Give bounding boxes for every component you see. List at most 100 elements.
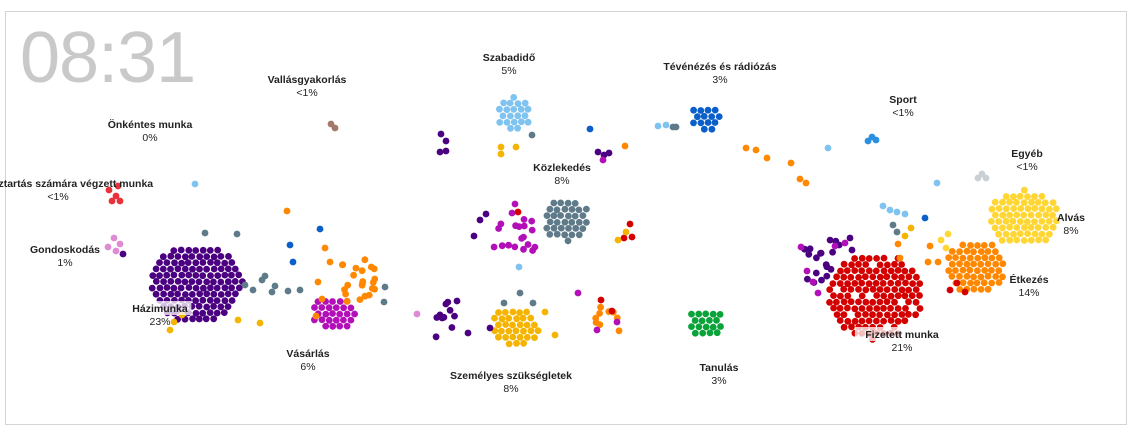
- etkezes-dot: [988, 241, 996, 249]
- hazimunka-dot: [171, 259, 178, 267]
- etkezes-dot: [945, 267, 953, 274]
- fizetett-dot: [851, 267, 859, 274]
- hazimunka-dot: [594, 148, 602, 156]
- szemelyes-dot: [519, 314, 527, 322]
- alvas-dot: [1034, 224, 1042, 231]
- fizetett-dot: [858, 254, 866, 262]
- fizetett-dot: [848, 261, 855, 269]
- hazimunka-dot: [228, 259, 236, 266]
- fizetett-dot: [844, 280, 851, 288]
- hazimunka-dot: [217, 303, 225, 311]
- activity-name: Étkezés: [1009, 273, 1048, 286]
- szemelyes-dot: [516, 309, 523, 316]
- teve-dot: [697, 119, 705, 127]
- alvas-dot: [1024, 205, 1032, 213]
- vasarlas-dot: [613, 318, 621, 326]
- hazimunka-dot: [178, 271, 186, 279]
- etkezes-dot: [356, 296, 364, 303]
- kozlekedes-dot: [889, 221, 897, 229]
- etkezes-dot: [966, 254, 974, 262]
- fizetett-dot: [628, 233, 636, 241]
- activity-percent: 3%: [712, 74, 727, 86]
- hazimunka-dot: [206, 296, 214, 304]
- fizetett-dot: [833, 273, 840, 281]
- fizetett-dot: [833, 311, 841, 318]
- szemelyes-dot: [502, 321, 509, 328]
- kozlekedes-dot: [500, 299, 508, 307]
- etkezes-dot: [948, 273, 956, 280]
- vasarlas-dot: [528, 217, 536, 225]
- teve-dot: [694, 113, 701, 121]
- hazimunka-dot: [196, 290, 204, 298]
- hazimunka-dot: [210, 315, 218, 323]
- alvas-dot: [1053, 217, 1060, 225]
- fizetett-dot: [514, 208, 522, 216]
- fizetett-dot: [873, 292, 881, 299]
- alvas-dot: [1013, 224, 1021, 231]
- fizetett-dot: [873, 305, 881, 312]
- etkezes-dot: [959, 254, 967, 262]
- alvas-dot: [1038, 192, 1046, 200]
- hazimunka-dot: [156, 259, 163, 266]
- tanulas-dot: [688, 310, 695, 318]
- alvas-dot: [1031, 230, 1039, 238]
- kozlekedes-dot: [564, 199, 572, 207]
- szabadido-dot: [521, 112, 529, 120]
- alvas-dot: [1038, 218, 1046, 225]
- hazimunka-dot: [181, 253, 189, 261]
- hazimunka-dot: [195, 315, 203, 323]
- kozlekedes-dot: [672, 123, 680, 131]
- fizetett-dot: [847, 273, 855, 281]
- alvas-dot: [942, 244, 950, 252]
- etkezes-dot: [956, 273, 963, 280]
- fizetett-dot: [953, 279, 961, 287]
- fizetett-dot: [902, 279, 909, 287]
- hazimunka-dot: [846, 234, 854, 242]
- clock-display: 08:31: [20, 18, 196, 98]
- hazimunka-dot: [817, 249, 825, 257]
- szabadido-dot: [503, 106, 511, 113]
- etkezes-dot: [956, 286, 964, 293]
- etkezes-dot: [763, 154, 771, 162]
- fizetett-dot: [883, 273, 891, 281]
- mashaz-dot: [116, 197, 124, 205]
- szemelyes-dot: [509, 321, 516, 329]
- vasarlas-dot: [336, 322, 344, 330]
- fizetett-dot: [879, 280, 887, 287]
- hazimunka-dot: [464, 329, 472, 337]
- alvas-dot: [1016, 230, 1024, 238]
- etkezes-dot: [342, 290, 349, 298]
- hazimunka-dot: [221, 271, 229, 279]
- hazimunka-dot: [159, 265, 167, 273]
- label-mashaz: Más háztartás számára végzett munka<1%: [0, 178, 153, 203]
- etkezes-dot: [956, 260, 963, 268]
- hazimunka-dot: [224, 303, 232, 310]
- fizetett-dot: [891, 260, 898, 268]
- hazimunka-dot: [436, 311, 444, 319]
- etkezes-dot: [970, 285, 978, 293]
- fizetett-dot: [880, 292, 888, 300]
- alvas-dot: [1017, 218, 1024, 225]
- etkezes-dot: [934, 258, 942, 266]
- hazimunka-dot: [184, 259, 192, 266]
- mashaz-dot: [114, 182, 122, 190]
- szemelyes-dot: [516, 321, 524, 329]
- kozlekedes-dot: [572, 224, 580, 232]
- fizetett-dot: [844, 304, 851, 312]
- hazimunka-dot: [156, 284, 164, 292]
- fizetett-dot: [905, 286, 912, 294]
- sport-dot: [872, 136, 880, 144]
- etkezes-dot: [963, 272, 971, 280]
- hazimunka-dot: [451, 312, 458, 320]
- vasarlas-dot: [495, 225, 502, 232]
- activity-name: Alvás: [1057, 212, 1085, 224]
- etkezes-dot: [999, 260, 1007, 268]
- etkezes-dot: [980, 279, 988, 287]
- vasarlas-dot: [318, 316, 326, 324]
- fizetett-dot: [830, 304, 837, 312]
- activity-percent: <1%: [296, 87, 317, 99]
- hazimunka-dot: [160, 290, 168, 298]
- fizetett-dot: [865, 317, 873, 325]
